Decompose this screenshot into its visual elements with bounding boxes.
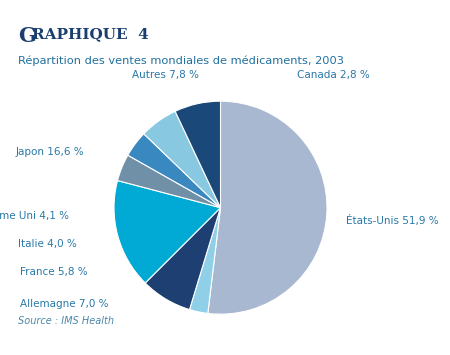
Text: Source : IMS Health: Source : IMS Health: [18, 316, 114, 326]
Text: Italie 4,0 %: Italie 4,0 %: [18, 239, 76, 249]
Text: Canada 2,8 %: Canada 2,8 %: [297, 70, 370, 80]
Text: Allemagne 7,0 %: Allemagne 7,0 %: [20, 299, 109, 308]
Text: RAPHIQUE  4: RAPHIQUE 4: [32, 28, 149, 42]
Text: Japon 16,6 %: Japon 16,6 %: [16, 147, 84, 157]
Text: G: G: [18, 26, 36, 46]
Text: France 5,8 %: France 5,8 %: [20, 267, 87, 277]
Wedge shape: [189, 208, 220, 313]
Wedge shape: [145, 208, 220, 310]
Text: États-Unis 51,9 %: États-Unis 51,9 %: [346, 215, 439, 226]
Text: Répartition des ventes mondiales de médicaments, 2003: Répartition des ventes mondiales de médi…: [18, 56, 344, 66]
Text: Royaume Uni 4,1 %: Royaume Uni 4,1 %: [0, 211, 69, 221]
Text: Autres 7,8 %: Autres 7,8 %: [132, 70, 199, 80]
Wedge shape: [117, 155, 220, 208]
Wedge shape: [144, 111, 220, 208]
Wedge shape: [114, 181, 220, 283]
Wedge shape: [208, 101, 327, 314]
Wedge shape: [128, 134, 220, 208]
Wedge shape: [175, 101, 220, 208]
